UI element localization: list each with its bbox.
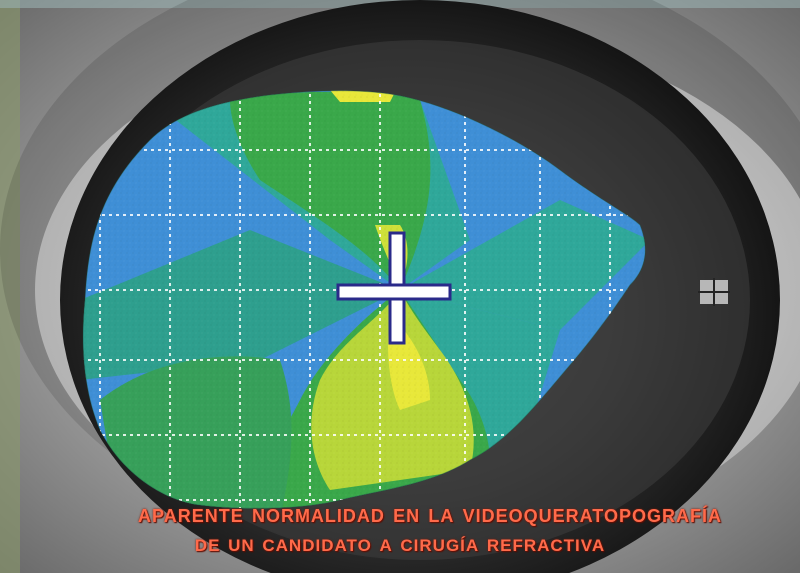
left-edge-strip [0, 0, 20, 573]
caption-line-2: de un candidato a cirugía refractiva [194, 530, 606, 557]
caption-line-1: Aparente normalidad en la videoqueratopo… [138, 498, 722, 528]
catchlight [698, 278, 730, 306]
crosshair-reticle [336, 231, 452, 345]
